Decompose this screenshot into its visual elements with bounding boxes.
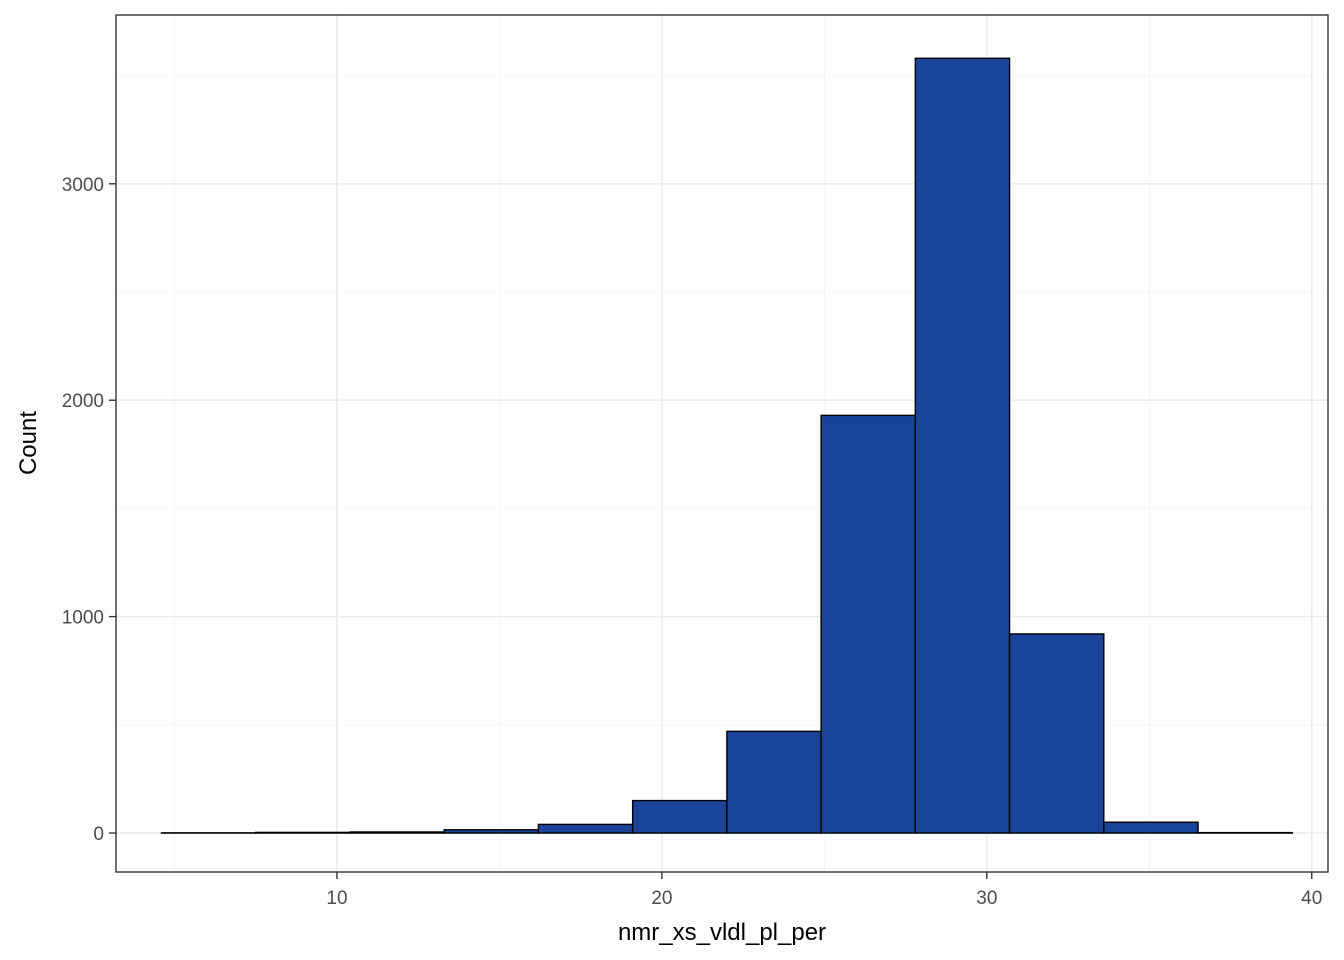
minor-gridlines — [116, 15, 1328, 872]
x-tick-label: 40 — [1301, 888, 1322, 909]
y-axis-title: Count — [15, 411, 42, 475]
x-tick-label: 20 — [651, 888, 672, 909]
histogram-bar — [820, 414, 917, 834]
x-axis-title: nmr_xs_vldl_pl_per — [618, 919, 826, 946]
histogram-bar — [349, 831, 445, 834]
y-tick-label: 3000 — [62, 175, 104, 196]
histogram-bars — [160, 57, 1293, 834]
y-tick-label: 0 — [93, 824, 104, 845]
histogram-bar — [914, 57, 1011, 834]
x-tick-label: 30 — [976, 888, 997, 909]
histogram-bar — [1008, 633, 1105, 834]
histogram-bar — [537, 823, 634, 834]
plot-panel-background — [116, 15, 1328, 872]
histogram-bar — [631, 799, 728, 834]
x-tick-label: 10 — [326, 888, 347, 909]
histogram-bar — [443, 829, 540, 834]
y-axis: 0 1000 2000 3000 — [62, 175, 116, 845]
histogram-bar — [726, 730, 822, 834]
histogram-bar — [255, 831, 351, 834]
plot-panel-border — [115, 14, 1329, 873]
x-axis: 10 20 30 40 — [326, 872, 1322, 909]
y-tick-label: 2000 — [62, 391, 104, 412]
histogram-bar — [1103, 821, 1199, 834]
y-tick-label: 1000 — [62, 608, 104, 629]
